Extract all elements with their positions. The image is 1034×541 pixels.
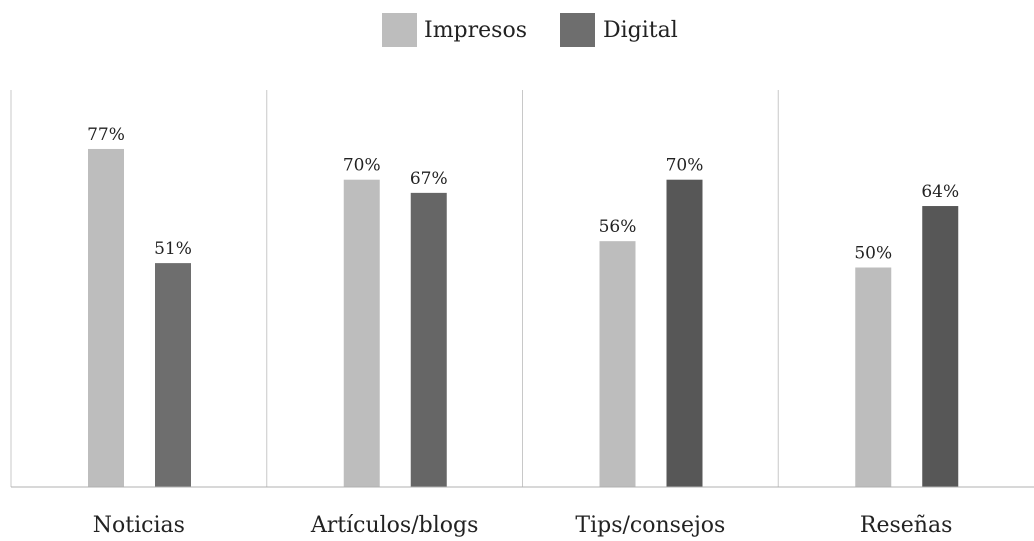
bars	[88, 148, 959, 488]
x-tick-label: Artículos/blogs	[310, 513, 479, 538]
bar-impresos-4	[855, 267, 892, 487]
data-label-digital-4: 64%	[921, 182, 959, 202]
category-dividers	[10, 90, 779, 487]
x-tick-label: Noticias	[93, 513, 185, 538]
bar-digital-3	[666, 179, 703, 487]
data-label-impresos-1: 77%	[87, 125, 125, 145]
bar-impresos-3	[599, 241, 636, 487]
legend-swatch-impresos	[382, 13, 417, 47]
data-label-digital-1: 51%	[154, 239, 192, 259]
x-axis-tick-labels: Noticias Artículos/blogs Tips/consejos Rese…	[93, 513, 953, 538]
x-tick-label: Reseñas	[860, 513, 952, 538]
data-label-impresos-2: 70%	[343, 156, 381, 176]
data-label-impresos-3: 56%	[599, 217, 637, 237]
data-label-impresos-4: 50%	[854, 244, 892, 264]
legend-label-impresos: Impresos	[424, 18, 527, 43]
data-label-digital-3: 70%	[666, 156, 704, 176]
bar-digital-4	[922, 206, 959, 488]
legend: Impresos Digital	[382, 13, 678, 47]
bar-impresos-1	[88, 148, 124, 487]
bar-digital-1	[155, 263, 191, 487]
legend-label-digital: Digital	[603, 18, 678, 43]
bar-digital-2	[410, 192, 447, 487]
bar-impresos-2	[343, 179, 380, 487]
data-labels: 77% 70% 56% 50% 51% 67% 70% 64%	[87, 125, 959, 264]
data-label-digital-2: 67%	[410, 169, 448, 189]
x-tick-label: Tips/consejos	[575, 513, 725, 538]
legend-swatch-digital	[560, 13, 595, 47]
